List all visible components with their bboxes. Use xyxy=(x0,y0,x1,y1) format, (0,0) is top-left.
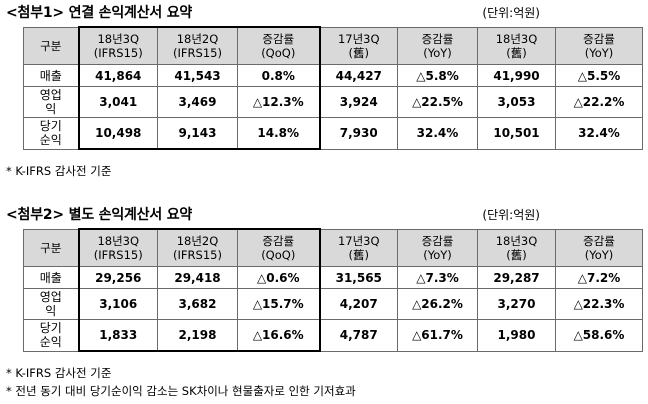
header-cell: 구분 xyxy=(23,228,79,267)
row-label: 영업 익 xyxy=(23,288,79,320)
table-cell: 3,270 xyxy=(477,288,556,320)
row-label: 당기 순익 xyxy=(23,117,79,150)
table-cell: △26.2% xyxy=(397,288,478,320)
table-cell: △7.3% xyxy=(397,266,478,289)
table-cell: 1,833 xyxy=(77,319,158,352)
footnote: * K-IFRS 감사전 기준 xyxy=(6,164,112,178)
table-cell: 4,787 xyxy=(319,319,398,352)
table-cell: 10,501 xyxy=(477,117,556,150)
row-label: 영업 익 xyxy=(23,86,79,118)
table-cell: △0.6% xyxy=(237,266,321,289)
header-cell: 증감률 (YoY) xyxy=(555,228,643,267)
table-cell: 3,924 xyxy=(319,86,398,118)
table-row: 영업 익 3,041 3,469 △12.3% 3,924 △22.5% 3,0… xyxy=(23,86,643,118)
income-table: 구분 18년3Q (IFRS15) 18년2Q (IFRS15) 증감률 (Qo… xyxy=(23,26,643,150)
header-row: 구분 18년3Q (IFRS15) 18년2Q (IFRS15) 증감률 (Qo… xyxy=(23,228,643,267)
table-cell: 29,287 xyxy=(477,266,556,289)
table-cell: 3,682 xyxy=(157,288,238,320)
table-cell: △12.3% xyxy=(237,86,321,118)
table-row: 당기 순익 10,498 9,143 14.8% 7,930 32.4% 10,… xyxy=(23,117,643,150)
row-label: 매출 xyxy=(23,64,79,87)
table-title: <첨부1> 연결 손익계산서 요약 xyxy=(6,5,193,21)
table-cell: △22.2% xyxy=(555,86,643,118)
table-cell: 3,106 xyxy=(77,288,158,320)
table-cell: 3,041 xyxy=(77,86,158,118)
table-cell: △61.7% xyxy=(397,319,478,352)
table-cell: △22.3% xyxy=(555,288,643,320)
header-cell: 증감률 (QoQ) xyxy=(237,228,321,267)
table-cell: △7.2% xyxy=(555,266,643,289)
table-cell: △58.6% xyxy=(555,319,643,352)
header-cell: 18년2Q (IFRS15) xyxy=(157,228,238,267)
table-cell: 3,053 xyxy=(477,86,556,118)
unit-label: (단위:억원) xyxy=(482,6,540,20)
table-cell: 1,980 xyxy=(477,319,556,352)
footnote: * 전년 동기 대비 당기순이익 감소는 SK차이나 현물출자로 인한 기저효과 xyxy=(6,384,356,398)
table-cell: 7,930 xyxy=(319,117,398,150)
table-cell: 14.8% xyxy=(237,117,321,150)
income-table: 구분 18년3Q (IFRS15) 18년2Q (IFRS15) 증감률 (Qo… xyxy=(23,228,643,352)
header-cell: 17년3Q (舊) xyxy=(319,228,398,267)
table-title: <첨부2> 별도 손익계산서 요약 xyxy=(6,207,193,223)
table-cell: 44,427 xyxy=(319,64,398,87)
table-cell: 41,990 xyxy=(477,64,556,87)
table-cell: 29,418 xyxy=(157,266,238,289)
header-cell: 18년3Q (IFRS15) xyxy=(77,26,158,65)
table-cell: △15.7% xyxy=(237,288,321,320)
table-cell: 32.4% xyxy=(555,117,643,150)
header-cell: 증감률 (YoY) xyxy=(555,26,643,65)
header-cell: 증감률 (YoY) xyxy=(397,26,478,65)
header-cell: 18년2Q (IFRS15) xyxy=(157,26,238,65)
table-cell: 29,256 xyxy=(77,266,158,289)
table-row: 당기 순익 1,833 2,198 △16.6% 4,787 △61.7% 1,… xyxy=(23,319,643,352)
header-row: 구분 18년3Q (IFRS15) 18년2Q (IFRS15) 증감률 (Qo… xyxy=(23,26,643,65)
header-cell: 17년3Q (舊) xyxy=(319,26,398,65)
table-cell: 41,543 xyxy=(157,64,238,87)
table-cell: 0.8% xyxy=(237,64,321,87)
table-cell: △5.8% xyxy=(397,64,478,87)
row-label: 매출 xyxy=(23,266,79,289)
table-cell: 9,143 xyxy=(157,117,238,150)
header-cell: 18년3Q (舊) xyxy=(477,26,556,65)
header-cell: 구분 xyxy=(23,26,79,65)
table-cell: 41,864 xyxy=(77,64,158,87)
table-cell: 2,198 xyxy=(157,319,238,352)
table-row: 매출 41,864 41,543 0.8% 44,427 △5.8% 41,99… xyxy=(23,64,643,87)
table-cell: △16.6% xyxy=(237,319,321,352)
header-cell: 18년3Q (IFRS15) xyxy=(77,228,158,267)
table-cell: 32.4% xyxy=(397,117,478,150)
table-cell: 31,565 xyxy=(319,266,398,289)
table-cell: 4,207 xyxy=(319,288,398,320)
table-cell: 10,498 xyxy=(77,117,158,150)
table-cell: △5.5% xyxy=(555,64,643,87)
header-cell: 증감률 (QoQ) xyxy=(237,26,321,65)
table-row: 매출 29,256 29,418 △0.6% 31,565 △7.3% 29,2… xyxy=(23,266,643,289)
unit-label: (단위:억원) xyxy=(482,208,540,222)
table-cell: △22.5% xyxy=(397,86,478,118)
table-row: 영업 익 3,106 3,682 △15.7% 4,207 △26.2% 3,2… xyxy=(23,288,643,320)
footnote: * K-IFRS 감사전 기준 xyxy=(6,366,112,380)
table-cell: 3,469 xyxy=(157,86,238,118)
header-cell: 증감률 (YoY) xyxy=(397,228,478,267)
row-label: 당기 순익 xyxy=(23,319,79,352)
header-cell: 18년3Q (舊) xyxy=(477,228,556,267)
